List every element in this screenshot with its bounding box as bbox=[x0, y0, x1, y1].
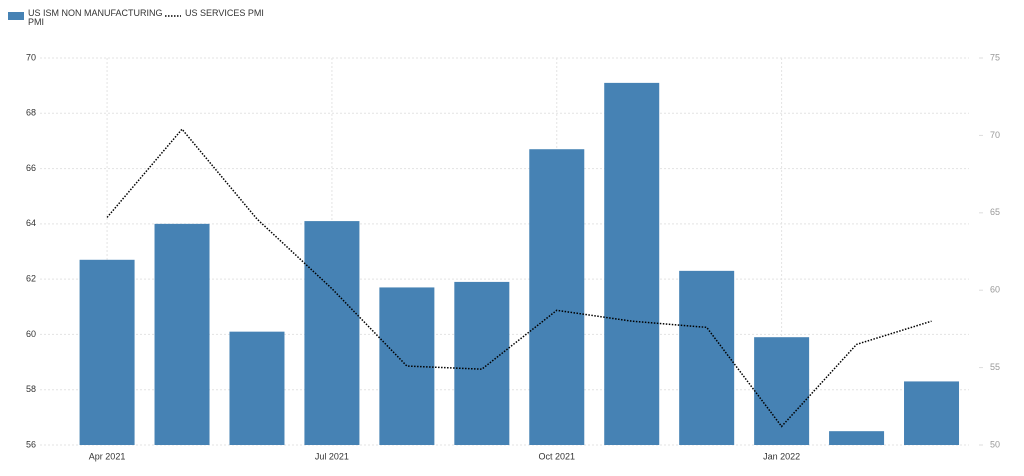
bar bbox=[829, 431, 885, 445]
bar bbox=[379, 287, 435, 445]
y2-tick-label: 70 bbox=[990, 130, 1000, 140]
y2-tick-label: 55 bbox=[990, 362, 1000, 372]
bar bbox=[154, 223, 210, 445]
y2-tick-label: 60 bbox=[990, 285, 1000, 295]
y-tick-label: 60 bbox=[26, 329, 36, 339]
legend-item: US ISM NON MANUFACTURING PMI bbox=[28, 9, 163, 27]
y-tick-label: 62 bbox=[26, 274, 36, 284]
bar bbox=[304, 221, 360, 445]
bar bbox=[454, 281, 510, 445]
bar bbox=[529, 149, 585, 445]
y-tick-label: 64 bbox=[26, 218, 36, 228]
bar bbox=[604, 82, 660, 445]
y-tick-label: 66 bbox=[26, 163, 36, 173]
y-tick-label: 70 bbox=[26, 52, 36, 62]
legend-swatch bbox=[8, 12, 24, 20]
bar bbox=[79, 259, 135, 445]
legend-label: US ISM NON MANUFACTURING PMI bbox=[28, 9, 163, 27]
y2-tick-label: 50 bbox=[990, 439, 1000, 449]
line bbox=[106, 128, 932, 428]
x-tick-label: Jul 2021 bbox=[315, 451, 349, 461]
y-tick-label: 68 bbox=[26, 108, 36, 118]
x-tick-label: Apr 2021 bbox=[89, 451, 126, 461]
bar bbox=[679, 270, 735, 445]
legend-label: US SERVICES PMI bbox=[185, 9, 264, 18]
bar bbox=[229, 331, 285, 445]
bar bbox=[754, 337, 810, 445]
x-tick-label: Oct 2021 bbox=[539, 451, 576, 461]
bar bbox=[904, 381, 960, 445]
y2-tick-label: 65 bbox=[990, 207, 1000, 217]
y-tick-label: 56 bbox=[26, 439, 36, 449]
x-tick-label: Jan 2022 bbox=[763, 451, 800, 461]
y-tick-label: 58 bbox=[26, 384, 36, 394]
y2-tick-label: 75 bbox=[990, 52, 1000, 62]
legend-item: US SERVICES PMI bbox=[185, 9, 264, 18]
